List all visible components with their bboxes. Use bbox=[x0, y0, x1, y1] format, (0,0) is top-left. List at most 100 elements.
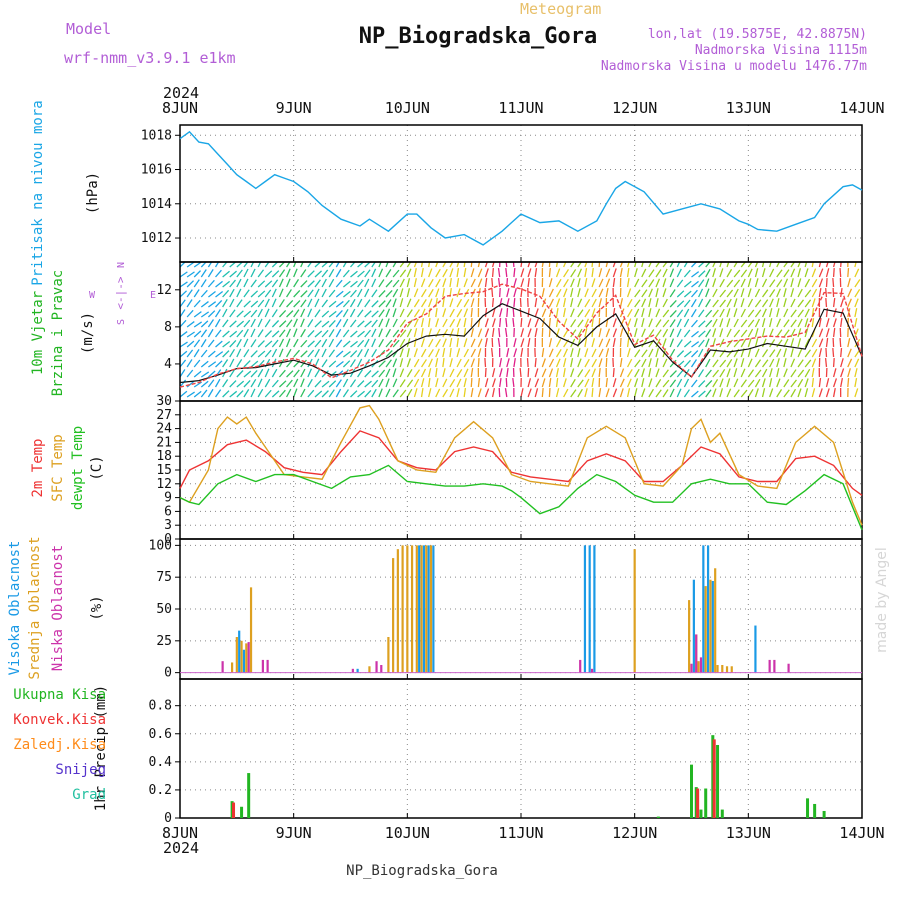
wind-arrow bbox=[207, 279, 215, 288]
wind-arrow bbox=[669, 309, 677, 318]
wind-arrow bbox=[733, 298, 738, 308]
wind-arrow bbox=[840, 368, 845, 378]
wind-arrow bbox=[598, 338, 604, 348]
wind-arrow bbox=[719, 318, 724, 328]
wind-arrow bbox=[420, 268, 424, 278]
wind-arrow bbox=[399, 288, 404, 298]
wind-arrow bbox=[619, 358, 623, 368]
meteogram-label: Meteogram bbox=[520, 0, 601, 18]
wind-arrow bbox=[435, 288, 440, 298]
wind-arrow bbox=[470, 298, 475, 308]
wind-arrow bbox=[520, 328, 525, 338]
wind-arrow bbox=[215, 300, 223, 308]
clouds-bar bbox=[706, 545, 710, 673]
wind-arrow bbox=[705, 278, 710, 288]
wind-arrow bbox=[783, 298, 787, 308]
wind-arrow bbox=[328, 389, 335, 398]
wind-arrow bbox=[698, 298, 704, 308]
precip-bars-konvek-kisa bbox=[232, 739, 716, 818]
wind-arrow bbox=[520, 388, 524, 398]
wind-arrow bbox=[634, 368, 640, 378]
precip-bar bbox=[240, 806, 244, 818]
wind-arrow bbox=[385, 269, 392, 278]
wind-arrow bbox=[350, 280, 358, 288]
wind-arrow bbox=[243, 360, 251, 368]
compass-west: W bbox=[89, 290, 96, 301]
wind-arrow bbox=[562, 368, 566, 378]
wind-arrow bbox=[279, 380, 287, 388]
wind-arrow bbox=[776, 339, 783, 348]
wind-arrow bbox=[378, 279, 385, 288]
wind-arrow bbox=[207, 310, 216, 318]
wind-arrow bbox=[186, 280, 195, 288]
year-label-top: 2024 bbox=[163, 84, 199, 102]
precip-tick-label: 0.6 bbox=[149, 727, 172, 742]
wind-arrow bbox=[442, 288, 445, 298]
wind-arrow bbox=[342, 262, 348, 268]
wind-arrow bbox=[357, 358, 363, 368]
wind-arrow bbox=[740, 278, 746, 288]
wind-arrow bbox=[577, 319, 584, 328]
wind-arrow bbox=[342, 360, 351, 368]
wind-arrow bbox=[705, 329, 712, 338]
clouds-tick-label: 0 bbox=[164, 666, 172, 681]
clouds-bar bbox=[787, 663, 790, 673]
wind-arrow bbox=[342, 350, 351, 358]
wind-arrow bbox=[683, 290, 692, 298]
wind-arrow bbox=[449, 368, 455, 378]
wind-arrow bbox=[705, 379, 713, 388]
wind-arrow bbox=[691, 390, 699, 398]
wind-arrow bbox=[449, 347, 452, 358]
temperature-series-dewpt-temp bbox=[179, 464, 863, 531]
wind-arrow bbox=[769, 339, 776, 348]
wind-arrow bbox=[243, 338, 249, 348]
wind-arrow bbox=[584, 348, 589, 358]
wind-arrow bbox=[200, 380, 209, 388]
wind-arrow bbox=[555, 278, 562, 288]
wind-arrow bbox=[761, 338, 767, 348]
wind-arrow bbox=[520, 287, 523, 298]
wind-arrow bbox=[180, 319, 187, 328]
wind-arrow bbox=[470, 388, 474, 398]
wind-arrow bbox=[747, 328, 754, 338]
wind-arrow bbox=[541, 348, 545, 358]
wind-arrow bbox=[484, 338, 488, 348]
wind-arrow bbox=[832, 277, 835, 288]
wind-arrow bbox=[669, 370, 677, 378]
wind-arrow bbox=[527, 277, 530, 288]
x-tick-label: 12JUN bbox=[612, 99, 657, 117]
wind-arrow bbox=[413, 369, 421, 378]
wind-arrow bbox=[300, 368, 306, 378]
clouds-bar bbox=[396, 549, 399, 673]
wind-arrow bbox=[314, 320, 322, 328]
wind-arrow bbox=[761, 378, 766, 388]
clouds-bar bbox=[249, 587, 253, 673]
precip-bar bbox=[232, 802, 236, 818]
wind-arrow bbox=[200, 269, 207, 278]
wind-arrow bbox=[278, 288, 284, 298]
wind-arrow bbox=[832, 388, 836, 398]
wind-arrow bbox=[520, 278, 525, 288]
wind-arrow bbox=[683, 359, 691, 368]
wind-arrow bbox=[541, 288, 545, 298]
wind-arrow bbox=[456, 337, 459, 348]
wind-arrow bbox=[584, 262, 588, 268]
wind-arrow bbox=[413, 262, 418, 268]
wind-arrow bbox=[271, 320, 280, 328]
compass-north: N bbox=[116, 262, 127, 268]
wind-arrow bbox=[349, 298, 356, 308]
wind-arrow bbox=[577, 278, 581, 288]
wind-arrow bbox=[413, 358, 420, 368]
wind-arrow bbox=[747, 319, 755, 328]
wind-arrow bbox=[406, 262, 412, 268]
wind-arrow bbox=[584, 388, 588, 398]
wind-arrow bbox=[712, 359, 719, 368]
wind-arrow bbox=[527, 367, 530, 378]
wind-arrow bbox=[747, 388, 754, 398]
wind-arrow bbox=[456, 368, 463, 378]
wind-arrow bbox=[754, 348, 760, 358]
wind-arrow bbox=[662, 319, 670, 328]
wind-arrow bbox=[776, 358, 780, 368]
clouds-bar bbox=[242, 649, 246, 673]
